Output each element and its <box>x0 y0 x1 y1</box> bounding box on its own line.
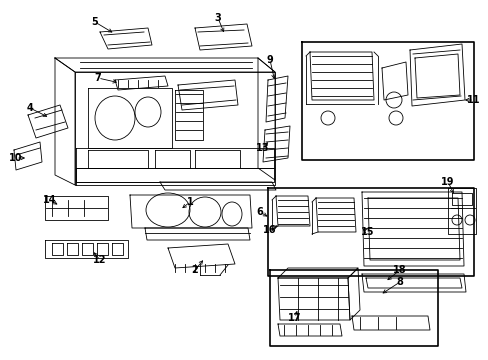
Text: 1: 1 <box>186 197 193 207</box>
Text: 17: 17 <box>287 313 301 323</box>
Text: 8: 8 <box>396 277 403 287</box>
Text: 13: 13 <box>256 143 269 153</box>
Text: 12: 12 <box>93 255 106 265</box>
Text: 5: 5 <box>91 17 98 27</box>
Text: 14: 14 <box>43 195 57 205</box>
Text: 19: 19 <box>440 177 454 187</box>
Text: 3: 3 <box>214 13 221 23</box>
Text: 6: 6 <box>256 207 263 217</box>
Text: 15: 15 <box>361 227 374 237</box>
Text: 18: 18 <box>392 265 406 275</box>
Text: 7: 7 <box>95 73 101 83</box>
Text: 10: 10 <box>9 153 23 163</box>
Text: 16: 16 <box>263 225 276 235</box>
Text: 9: 9 <box>266 55 273 65</box>
Text: 11: 11 <box>467 95 480 105</box>
Text: 4: 4 <box>26 103 33 113</box>
Text: 2: 2 <box>191 265 198 275</box>
